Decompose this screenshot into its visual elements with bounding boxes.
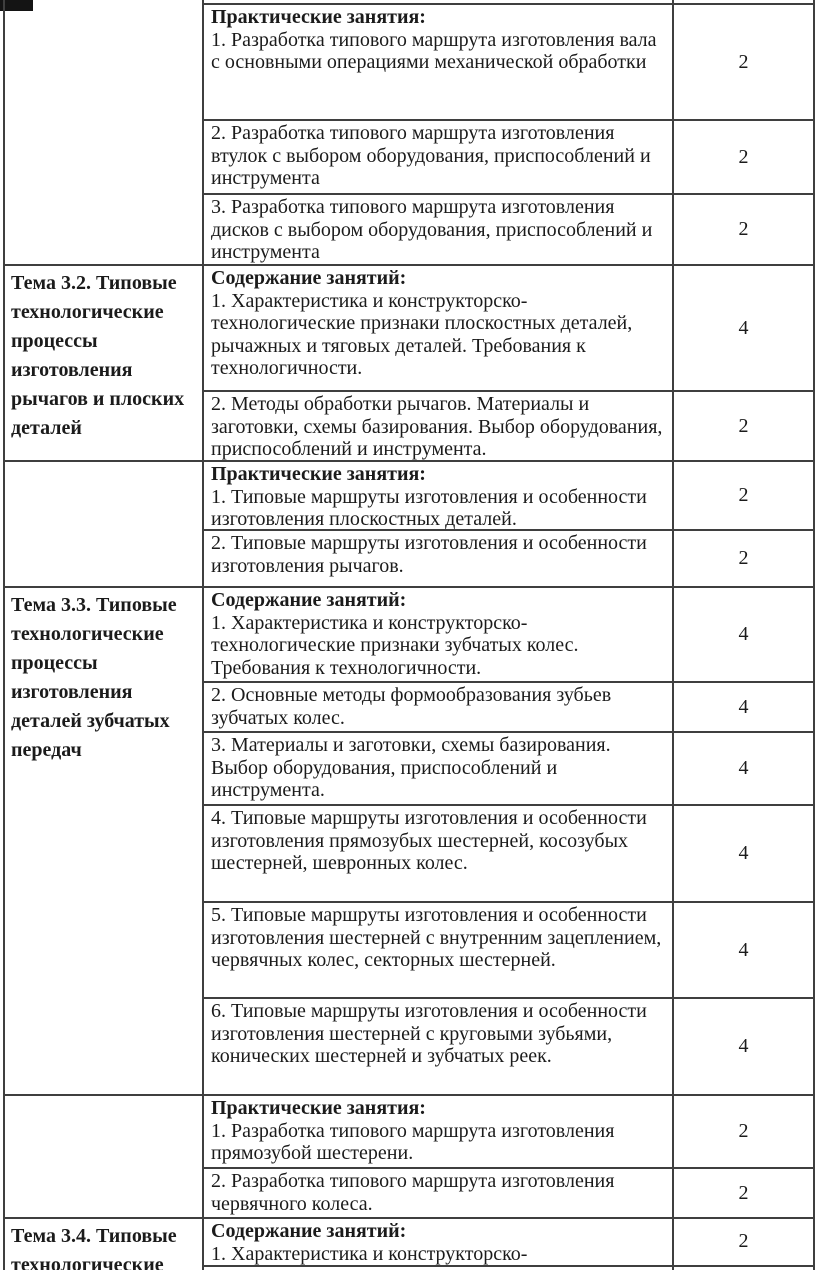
hours-cell: 2 <box>738 218 749 240</box>
hours-cell: 4 <box>738 842 749 864</box>
row-header: Практические занятия: <box>211 463 426 485</box>
hours-cell: 2 <box>738 547 749 569</box>
row-text: 2. Разработка типового маршрута изготовл… <box>211 1170 615 1215</box>
hours-cell: 4 <box>738 316 749 339</box>
topic-cell-3-3: Тема 3.3. Типовые технологические процес… <box>11 594 177 761</box>
scan-artifact <box>0 0 33 11</box>
row-header: Практические занятия: <box>211 1097 426 1119</box>
content-cell: Содержание занятий: 1. Характеристика и … <box>204 266 672 390</box>
hours-cell: 2 <box>738 1120 749 1142</box>
grid-line-h <box>202 1265 815 1267</box>
hours-cell: 2 <box>738 1229 749 1252</box>
row-text: 1. Разработка типового маршрута изготовл… <box>211 1119 615 1165</box>
content-cell: 2. Методы обработки рычагов. Материалы и… <box>204 392 672 460</box>
grid-line-h <box>202 804 815 806</box>
content-cell: Практические занятия: 1. Разработка типо… <box>204 5 672 119</box>
row-text: 4. Типовые маршруты изготовления и особе… <box>211 807 647 874</box>
row-text: 1. Разработка типового маршрута изготовл… <box>211 28 657 74</box>
grid-line-h <box>202 193 815 195</box>
hours-cell: 2 <box>738 414 749 437</box>
grid-line-h <box>3 460 815 462</box>
grid-line-v-topic-divider <box>202 0 204 1270</box>
content-cell: 2. Разработка типового маршрута изготовл… <box>204 1169 672 1217</box>
row-text: 1. Характеристика и конструкторско- <box>211 1242 528 1265</box>
topic-cell-3-2: Тема 3.2. Типовые технологические процес… <box>11 272 185 439</box>
grid-line-v-left <box>3 0 5 1270</box>
grid-line-h <box>202 529 815 531</box>
content-cell: 2. Типовые маршруты изготовления и особе… <box>204 531 672 586</box>
grid-line-h <box>3 586 815 588</box>
row-text: 6. Типовые маршруты изготовления и особе… <box>211 1000 647 1067</box>
content-cell: 3. Разработка типового маршрута изготовл… <box>204 195 672 264</box>
grid-line-h <box>202 731 815 733</box>
content-cell: Практические занятия: 1. Типовые маршрут… <box>204 462 672 529</box>
content-cell: 3. Материалы и заготовки, схемы базирова… <box>204 733 672 804</box>
content-cell: 5. Типовые маршруты изготовления и особе… <box>204 903 672 997</box>
row-text: 3. Разработка типового маршрута изготовл… <box>211 196 653 263</box>
grid-line-v-hours-divider <box>672 0 674 1270</box>
hours-cell: 2 <box>738 484 749 506</box>
grid-line-h <box>202 119 815 121</box>
grid-line-v-right <box>813 0 815 1270</box>
row-text: 5. Типовые маршруты изготовления и особе… <box>211 904 662 971</box>
grid-line-h <box>202 997 815 999</box>
row-text: 1. Характеристика и конструкторско-техно… <box>211 611 579 679</box>
row-text: 1. Характеристика и конструкторско-техно… <box>211 289 633 380</box>
grid-line-h <box>3 1217 815 1219</box>
grid-line-h <box>202 390 815 392</box>
row-text: 2. Типовые маршруты изготовления и особе… <box>211 532 647 577</box>
hours-cell: 4 <box>738 623 749 645</box>
content-cell: Содержание занятий: 1. Характеристика и … <box>204 588 672 681</box>
content-cell: Практические занятия: 1. Разработка типо… <box>204 1096 672 1167</box>
grid-line-h <box>3 1094 815 1096</box>
hours-cell: 2 <box>738 1181 749 1204</box>
hours-cell: 4 <box>738 757 749 779</box>
row-text: 3. Материалы и заготовки, схемы базирова… <box>211 734 611 801</box>
row-text: 2. Разработка типового маршрута изготовл… <box>211 122 651 189</box>
row-header: Содержание занятий: <box>211 267 407 289</box>
grid-line-h <box>202 901 815 903</box>
grid-line-h <box>202 3 815 5</box>
grid-line-h <box>202 681 815 683</box>
hours-cell: 2 <box>738 50 749 73</box>
hours-cell: 4 <box>738 695 749 718</box>
content-cell: 2. Основные методы формообразования зубь… <box>204 683 672 731</box>
row-text: 2. Методы обработки рычагов. Материалы и… <box>211 393 663 460</box>
row-text: 1. Типовые маршруты изготовления и особе… <box>211 485 647 530</box>
row-header: Практические занятия: <box>211 6 426 28</box>
grid-line-h <box>3 264 815 266</box>
row-header: Содержание занятий: <box>211 1220 407 1242</box>
content-cell: Содержание занятий: 1. Характеристика и … <box>204 1219 672 1270</box>
row-text: 2. Основные методы формообразования зубь… <box>211 684 612 729</box>
hours-cell: 2 <box>738 145 749 168</box>
content-cell: 2. Разработка типового маршрута изготовл… <box>204 121 672 193</box>
content-cell: 6. Типовые маршруты изготовления и особе… <box>204 999 672 1094</box>
row-header: Содержание занятий: <box>211 589 407 611</box>
hours-cell: 4 <box>738 1035 749 1057</box>
hours-cell: 4 <box>738 938 749 961</box>
grid-line-h <box>202 1167 815 1169</box>
topic-cell-3-4: Тема 3.4. Типовые технологические <box>11 1225 177 1270</box>
content-cell: 4. Типовые маршруты изготовления и особе… <box>204 806 672 901</box>
